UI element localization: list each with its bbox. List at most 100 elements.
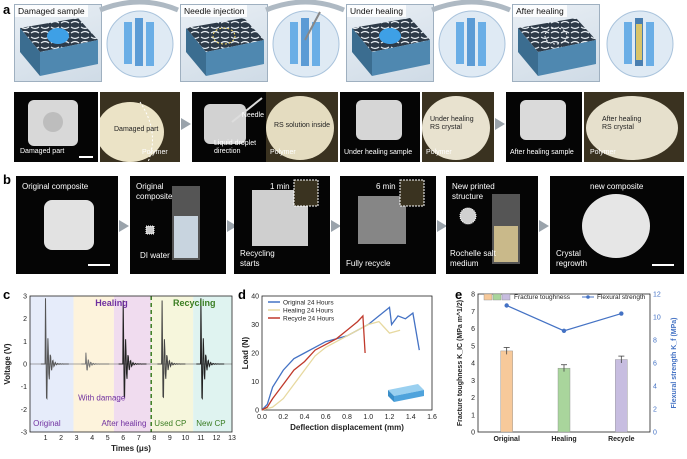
legend-marker-e — [586, 295, 590, 299]
ytick-e-left: 4 — [471, 361, 475, 368]
pulse-5 — [196, 298, 225, 401]
caption: new composite — [590, 182, 644, 191]
caption: Recycling — [240, 249, 275, 258]
xtick-c: 8 — [152, 435, 156, 442]
ytick-d: 40 — [251, 294, 259, 301]
render-label: Under healing — [347, 5, 406, 17]
series-line-3 — [261, 314, 366, 411]
xtick-e: Healing — [551, 436, 576, 443]
arrow-b-1 — [119, 220, 129, 232]
arrow-b-5 — [539, 220, 549, 232]
caption: RS solution inside — [274, 122, 331, 129]
ytick-d: 20 — [251, 351, 259, 358]
pulse-1 — [40, 298, 69, 401]
caption: Under healing sample — [344, 149, 413, 156]
photo-a6-zoom: Under healing RS crystal Polymer — [422, 92, 494, 162]
xtick-e: Recycle — [608, 436, 635, 443]
ytick-e-right: 2 — [653, 407, 657, 414]
photo-a2-zoom: Damaged part Polymer — [100, 92, 180, 162]
group-label-recycling: Recycling — [173, 298, 216, 308]
pulse-2 — [81, 352, 110, 371]
photo-a1-damaged-part: Damaged part — [14, 92, 98, 162]
ytick-e-right: 10 — [653, 315, 661, 322]
caption: Under healing — [430, 116, 474, 123]
ytick-d: 30 — [251, 322, 259, 329]
plot-frame-c — [29, 295, 233, 433]
region-label-new-cp: New CP — [196, 419, 225, 428]
specimen-front — [394, 390, 424, 402]
caption: Polymer — [590, 149, 616, 156]
ytick-e-left: 7 — [471, 309, 475, 316]
xtick-d: 1.6 — [427, 414, 437, 421]
caption: Polymer — [142, 149, 168, 156]
ytick-c: -1 — [21, 384, 27, 391]
bar-healing — [557, 367, 571, 433]
ytick-c: 0 — [23, 362, 27, 369]
specimen-top — [388, 384, 424, 396]
panel-b-letter: b — [3, 172, 11, 187]
ytick-e-left: 6 — [471, 326, 475, 333]
panel-a-letter: a — [3, 2, 11, 17]
curve-arrow-3 — [431, 0, 511, 13]
caption: Rochelle salt — [450, 249, 496, 258]
bubble-3 — [438, 10, 506, 78]
xtick-c: 7 — [137, 435, 141, 442]
xtick-c: 2 — [59, 435, 63, 442]
caption: 6 min — [376, 182, 396, 191]
bubble-4 — [606, 10, 674, 78]
photo-a7-after-healing: After healing sample — [506, 92, 582, 162]
xtick-d: 1.0 — [363, 414, 373, 421]
series-line-2 — [261, 320, 401, 411]
region-label-with-damage: With damage — [78, 393, 126, 402]
panel-d-letter: d — [238, 287, 246, 302]
legend-label-e: Flexural strength — [597, 294, 646, 301]
caption: medium — [450, 259, 479, 268]
curve-arrow-1 — [99, 0, 179, 13]
xtick-d: 0.8 — [342, 414, 352, 421]
flexural-point — [561, 328, 567, 333]
bar-original — [500, 350, 513, 433]
ytick-e-right: 4 — [653, 384, 657, 391]
caption: starts — [240, 259, 260, 268]
caption: Original composite — [22, 182, 89, 191]
legend-label-d: Original 24 Hours — [283, 300, 334, 307]
caption: After healing sample — [510, 149, 574, 156]
caption: 1 min — [270, 182, 290, 191]
specimen-side — [388, 390, 394, 402]
caption: Liquid droplet — [214, 140, 257, 147]
legend-label-d: Recycle 24 Hours — [283, 316, 335, 323]
xtick-d: 0.4 — [300, 414, 310, 421]
maze-block-3 — [352, 18, 430, 76]
bubble-2 — [272, 10, 340, 78]
ytick-e-right: 0 — [653, 430, 657, 437]
xtick-d: 0.6 — [321, 414, 331, 421]
ytick-c: -2 — [21, 407, 27, 414]
caption: New printed — [452, 182, 495, 191]
caption: Fully recycle — [346, 259, 391, 268]
panel-e-letter: e — [455, 287, 463, 302]
xtick-c: 9 — [168, 435, 172, 442]
ytick-e-right: 12 — [653, 292, 661, 299]
photo-b2-di-water: Original composite DI water — [130, 176, 226, 274]
flexural-point — [619, 311, 624, 316]
region-label-used-cp: Used CP — [154, 419, 186, 428]
caption: RS crystal — [430, 124, 462, 131]
photo-a8-zoom: After healing RS crystal Polymer — [584, 92, 684, 162]
xtick-d: 1.2 — [385, 414, 395, 421]
photo-b4-fully-recycle: 6 min Fully recycle — [340, 176, 436, 274]
legend-swatch-e — [483, 293, 493, 301]
caption: Original — [136, 182, 164, 191]
region-label-original: Original — [33, 419, 61, 428]
caption: Damaged part — [114, 126, 159, 133]
photo-b6-new-composite: new composite Crystal regrowth — [550, 176, 684, 274]
xtick-c: 4 — [90, 435, 94, 442]
xtick-d: 0.0 — [257, 414, 267, 421]
arrow-b-2 — [227, 220, 237, 232]
xlabel-d: Deflection displacement (mm) — [290, 423, 404, 432]
caption: Polymer — [426, 149, 452, 156]
ylabel-d: Load (N) — [241, 336, 250, 369]
photo-a5-under-healing: Under healing sample — [340, 92, 420, 162]
ytick-e-left: 3 — [471, 378, 475, 385]
